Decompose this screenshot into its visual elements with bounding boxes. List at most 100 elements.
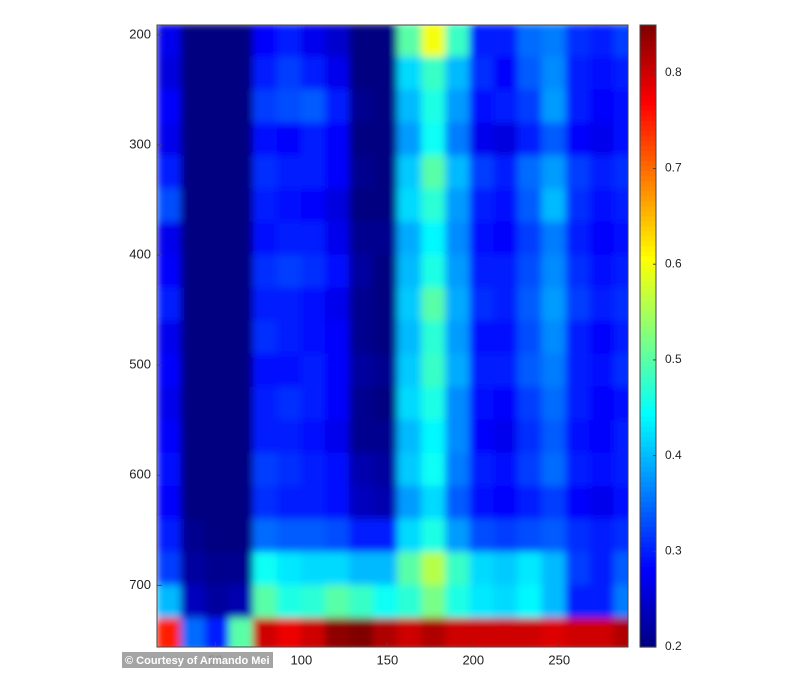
heatmap-cell: [157, 386, 182, 421]
colorbar-swatch: [640, 90, 656, 96]
heatmap-cell: [421, 89, 447, 124]
heatmap-cell: [228, 188, 254, 223]
heatmap-cell: [565, 89, 591, 124]
heatmap-cell: [324, 551, 351, 586]
heatmap-cell: [445, 122, 471, 157]
heatmap-cell: [373, 551, 399, 586]
heatmap-cell: [421, 452, 447, 487]
heatmap-cell: [421, 122, 447, 157]
colorbar-swatch: [640, 621, 656, 628]
heatmap-cell: [541, 56, 567, 91]
colorbar-swatch: [640, 571, 656, 578]
heatmap-cell: [589, 419, 615, 454]
heatmap-cell: [565, 56, 591, 91]
heatmap-cell: [252, 287, 278, 322]
colorbar-swatch: [640, 596, 656, 603]
heatmap-cell: [589, 56, 615, 91]
colorbar-swatch: [640, 125, 656, 131]
colorbar-swatch: [640, 441, 656, 447]
colorbar-swatch: [640, 496, 656, 503]
colorbar-swatch: [640, 531, 656, 538]
heatmap-cell: [300, 551, 326, 586]
heatmap-cell: [276, 56, 302, 91]
heatmap-cell: [180, 56, 206, 91]
colorbar-swatch: [640, 275, 656, 282]
colorbar-swatch: [640, 75, 656, 81]
colorbar-swatch: [640, 501, 656, 508]
colorbar-swatch: [640, 511, 656, 518]
heatmap-cell: [349, 56, 375, 91]
heatmap-cell: [180, 419, 206, 454]
heatmap-cell: [300, 518, 326, 553]
heatmap-cell: [469, 188, 495, 223]
colorbar-swatch: [640, 45, 656, 51]
heatmap-cell: [228, 584, 254, 619]
heatmap-cell: [589, 551, 615, 586]
heatmap-cell: [276, 287, 302, 322]
colorbar-swatch: [640, 536, 656, 543]
heatmap-cell: [613, 419, 628, 454]
heatmap-cell: [541, 25, 567, 58]
heatmap-cell: [493, 188, 519, 223]
heatmap-cell: [228, 56, 254, 91]
heatmap-cell: [157, 188, 182, 223]
heatmap-cell: [397, 551, 423, 586]
heatmap-cell: [300, 254, 326, 289]
colorbar-swatch: [640, 561, 656, 568]
heatmap-cell: [541, 452, 567, 487]
heatmap-cell: [469, 485, 495, 520]
heatmap-cell: [541, 155, 567, 190]
colorbar-swatch: [640, 130, 656, 136]
heatmap-cell: [324, 419, 351, 454]
heatmap-cell: [613, 584, 628, 619]
colorbar-swatch: [640, 115, 656, 121]
heatmap-cell: [180, 617, 206, 647]
heatmap-cell: [349, 122, 375, 157]
heatmap-cell: [373, 518, 399, 553]
heatmap-cell: [397, 584, 423, 619]
colorbar-swatch: [640, 366, 656, 372]
x-tick-label: 200: [462, 652, 484, 667]
heatmap-cell: [373, 485, 399, 520]
heatmap-cell: [300, 287, 326, 322]
heatmap-cell: [517, 122, 543, 157]
heatmap-cell: [204, 155, 230, 190]
heatmap-cell: [589, 518, 615, 553]
heatmap-cell: [421, 617, 447, 647]
heatmap-cell: [541, 221, 567, 256]
heatmap-cell: [517, 56, 543, 91]
heatmap-cell: [349, 551, 375, 586]
colorbar-swatch: [640, 361, 656, 367]
heatmap-cell: [157, 155, 182, 190]
colorbar-frame: [639, 24, 657, 648]
heatmap-cell: [349, 353, 375, 388]
heatmap-cell: [300, 188, 326, 223]
x-tick-label: 100: [291, 652, 313, 667]
heatmap-cell: [397, 353, 423, 388]
colorbar-swatch: [640, 631, 656, 638]
heatmap-cell: [565, 617, 591, 647]
colorbar-swatch: [640, 330, 656, 337]
colorbar-swatch: [640, 315, 656, 322]
heatmap-cell: [252, 419, 278, 454]
heatmap-cell: [180, 122, 206, 157]
colorbar-swatch: [640, 70, 656, 76]
colorbar-swatch: [640, 451, 656, 457]
colorbar-swatch: [640, 516, 656, 523]
heatmap-cell: [204, 320, 230, 355]
colorbar-swatch: [640, 421, 656, 427]
colorbar-swatch: [640, 411, 656, 417]
heatmap-cell: [565, 254, 591, 289]
heatmap-cell: [157, 320, 182, 355]
colorbar-swatch: [640, 120, 656, 126]
heatmap-cell: [589, 485, 615, 520]
heatmap-cell: [469, 353, 495, 388]
heatmap-cell: [204, 89, 230, 124]
heatmap-cell: [228, 518, 254, 553]
heatmap-cell: [349, 155, 375, 190]
heatmap-cell: [276, 353, 302, 388]
colorbar-swatch: [640, 476, 656, 483]
heatmap-cell: [397, 122, 423, 157]
heatmap-cell: [180, 188, 206, 223]
heatmap-cell: [204, 518, 230, 553]
